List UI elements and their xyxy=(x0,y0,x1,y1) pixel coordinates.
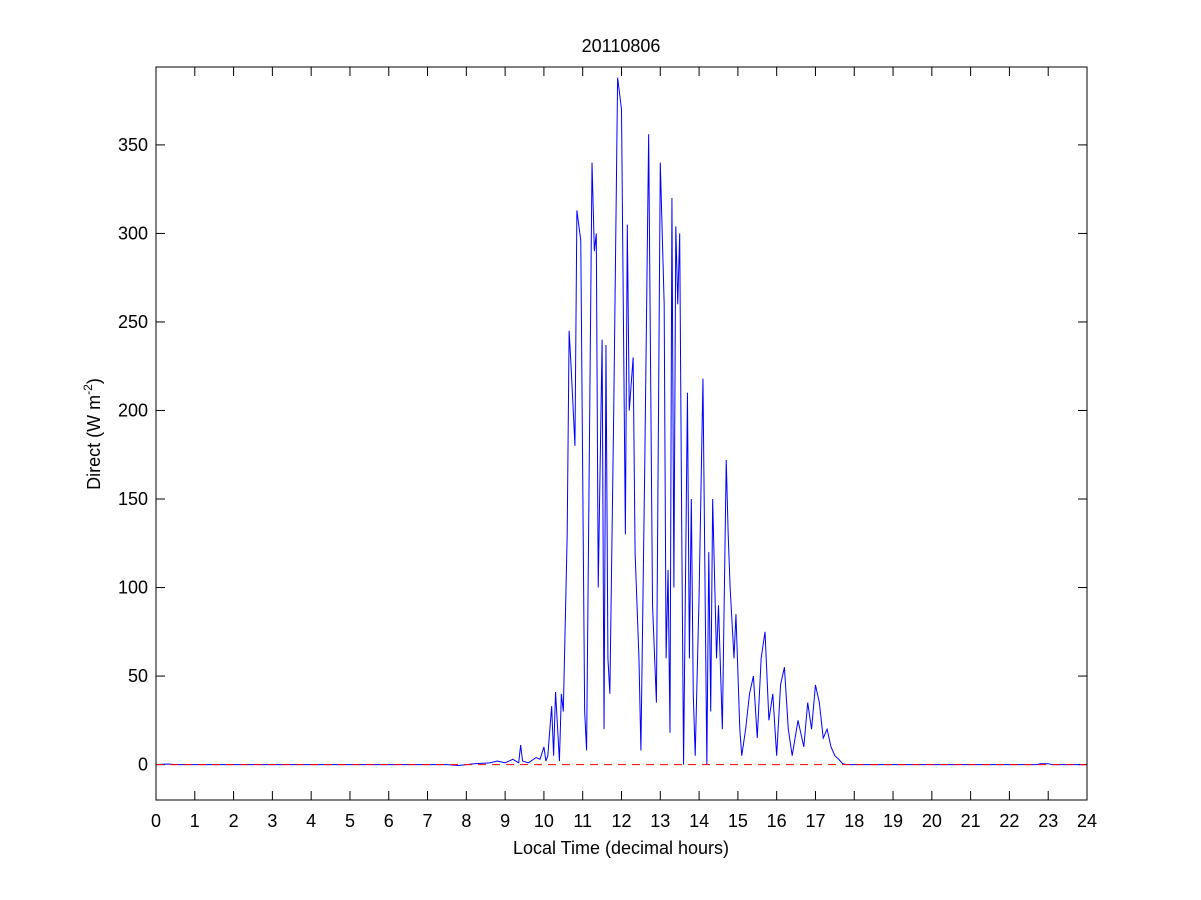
x-tick-label: 19 xyxy=(883,811,903,831)
x-tick-label: 9 xyxy=(500,811,510,831)
y-axis-label-text: Direct (W m xyxy=(84,395,104,490)
x-tick-label: 8 xyxy=(461,811,471,831)
x-tick-label: 2 xyxy=(229,811,239,831)
x-tick-label: 5 xyxy=(345,811,355,831)
x-tick-label: 21 xyxy=(961,811,981,831)
y-tick-label: 250 xyxy=(118,312,148,332)
x-tick-label: 15 xyxy=(728,811,748,831)
x-tick-label: 3 xyxy=(267,811,277,831)
x-tick-label: 4 xyxy=(306,811,316,831)
x-tick-label: 23 xyxy=(1038,811,1058,831)
x-tick-label: 20 xyxy=(922,811,942,831)
x-tick-label: 22 xyxy=(999,811,1019,831)
x-tick-label: 24 xyxy=(1077,811,1097,831)
x-tick-label: 0 xyxy=(151,811,161,831)
x-tick-label: 1 xyxy=(190,811,200,831)
y-tick-label: 0 xyxy=(138,755,148,775)
x-tick-label: 18 xyxy=(844,811,864,831)
x-tick-label: 11 xyxy=(573,811,592,831)
y-tick-label: 300 xyxy=(118,223,148,243)
x-axis-label: Local Time (decimal hours) xyxy=(513,838,729,858)
x-tick-label: 17 xyxy=(805,811,825,831)
y-tick-label: 350 xyxy=(118,135,148,155)
x-tick-label: 10 xyxy=(534,811,554,831)
x-tick-label: 14 xyxy=(689,811,709,831)
y-tick-label: 200 xyxy=(118,400,148,420)
y-axis-label-superscript: -2 xyxy=(81,384,95,395)
x-tick-label: 7 xyxy=(423,811,433,831)
chart-title: 20110806 xyxy=(582,36,661,56)
y-tick-label: 50 xyxy=(128,666,148,686)
x-tick-label: 16 xyxy=(767,811,787,831)
y-tick-label: 150 xyxy=(118,489,148,509)
plot-frame xyxy=(155,66,1088,801)
y-axis-label-end: ) xyxy=(84,378,104,384)
x-tick-label: 13 xyxy=(650,811,670,831)
x-tick-label: 12 xyxy=(611,811,631,831)
x-tick-label: 6 xyxy=(384,811,394,831)
y-tick-label: 100 xyxy=(118,578,148,598)
data-line xyxy=(155,77,1087,766)
y-axis-label: Direct (W m-2) xyxy=(81,378,104,490)
